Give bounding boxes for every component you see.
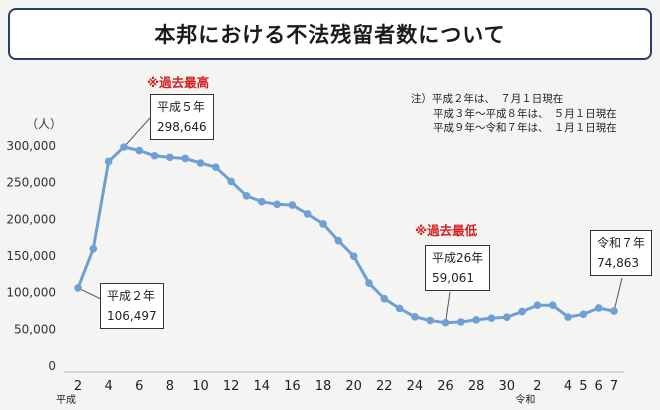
- annotation-connector: [77, 287, 104, 301]
- start-annotation-box: 平成２年 106,497: [100, 283, 164, 329]
- data-point: [227, 177, 235, 186]
- annotation-connector: [445, 291, 451, 323]
- data-point: [242, 191, 251, 200]
- data-point: [212, 163, 220, 172]
- end-value: 74,863: [597, 256, 639, 270]
- data-point: [365, 279, 373, 287]
- y-tick-label: 150,000: [6, 249, 56, 263]
- x-tick-label: 4: [564, 379, 572, 394]
- data-point: [426, 316, 435, 325]
- data-point: [303, 210, 312, 218]
- y-tick-label: 200,000: [6, 212, 56, 226]
- x-tick-label: 4: [104, 379, 112, 394]
- x-tick-label: 22: [376, 379, 393, 394]
- data-point: [120, 143, 128, 151]
- data-point: [196, 159, 205, 167]
- start-year: 平成２年: [107, 289, 156, 303]
- x-tick-label: 5: [579, 379, 587, 394]
- data-point: [319, 220, 327, 228]
- low-annotation-box: 平成26年 59,061: [425, 245, 491, 291]
- data-point: [135, 146, 144, 155]
- data-point: [89, 244, 98, 253]
- y-tick-label: 50,000: [14, 322, 56, 336]
- x-tick-label: 24: [407, 379, 424, 394]
- note-line-3: 平成９年～令和７年は、 １月１日現在: [433, 122, 617, 134]
- data-point: [564, 313, 572, 321]
- data-point: [273, 200, 281, 209]
- y-tick-label: 300,000: [6, 139, 56, 153]
- x-tick-label: 26: [437, 379, 454, 394]
- x-tick-label: 16: [284, 379, 301, 394]
- annotation-connector: [613, 277, 623, 312]
- note-line-2: 平成３年～平成８年は、 ５月１日現在: [433, 107, 617, 120]
- y-tick-label: 0: [48, 359, 56, 373]
- start-value: 106,497: [107, 309, 157, 323]
- y-tick-label: 100,000: [6, 286, 56, 300]
- x-tick-label: 30: [499, 379, 516, 394]
- data-point: [395, 304, 404, 313]
- data-point: [472, 316, 480, 324]
- data-point: [533, 301, 542, 310]
- x-tick-label: 6: [135, 379, 143, 394]
- annotation-connector: [123, 117, 151, 148]
- data-point: [411, 313, 419, 321]
- x-tick-label: 2: [533, 379, 541, 394]
- x-tick-label: 8: [166, 379, 174, 394]
- data-point: [166, 153, 174, 162]
- data-point: [441, 318, 450, 327]
- era-label-heisei: 平成: [56, 394, 76, 406]
- data-point: [104, 157, 113, 166]
- note-line-1: 平成２年は、 ７月１日現在: [432, 93, 564, 105]
- data-point: [518, 307, 526, 316]
- data-point: [334, 236, 343, 245]
- low-year: 平成26年: [432, 251, 484, 265]
- data-point: [181, 154, 189, 163]
- x-tick-label: 14: [253, 379, 270, 394]
- x-tick-label: 6: [595, 379, 603, 394]
- x-tick-label: 10: [192, 379, 209, 394]
- notes-prefix: 注）: [411, 93, 432, 105]
- data-point: [548, 301, 557, 310]
- peak-value: 298,646: [157, 120, 207, 134]
- data-point: [610, 307, 618, 315]
- end-year: 令和７年: [597, 236, 646, 250]
- peak-year: 平成５年: [157, 100, 206, 114]
- low-value: 59,061: [432, 271, 474, 285]
- data-point: [349, 252, 358, 260]
- data-point: [487, 314, 496, 322]
- era-label-reiwa: 令和: [515, 393, 535, 406]
- data-point: [579, 310, 588, 319]
- y-tick-label: 250,000: [6, 176, 56, 190]
- low-label: ※過去最低: [415, 223, 478, 238]
- x-tick-label: 28: [468, 379, 485, 394]
- x-tick-label: 7: [610, 379, 618, 394]
- end-annotation-box: 令和７年 74,863: [590, 230, 653, 276]
- x-tick-label: 18: [315, 379, 332, 394]
- data-point: [74, 284, 82, 292]
- x-tick-label: 2: [74, 379, 82, 394]
- peak-annotation-box: 平成５年 298,646: [150, 94, 214, 140]
- data-point: [457, 318, 465, 326]
- data-point: [257, 197, 266, 206]
- data-point: [594, 304, 603, 312]
- x-tick-label: 12: [223, 379, 240, 394]
- chart-title: 本邦における不法残留者数について: [8, 8, 652, 60]
- notes: 注）平成２年は、 ７月１日現在 平成３年～平成８年は、 ５月１日現在 平成９年～…: [411, 92, 617, 136]
- peak-label: ※過去最高: [147, 75, 210, 90]
- data-point: [503, 313, 511, 322]
- data-point: [380, 294, 389, 303]
- x-tick-label: 20: [345, 379, 362, 394]
- data-point: [288, 201, 297, 209]
- data-point: [150, 151, 159, 160]
- y-axis-label: （人）: [26, 117, 62, 131]
